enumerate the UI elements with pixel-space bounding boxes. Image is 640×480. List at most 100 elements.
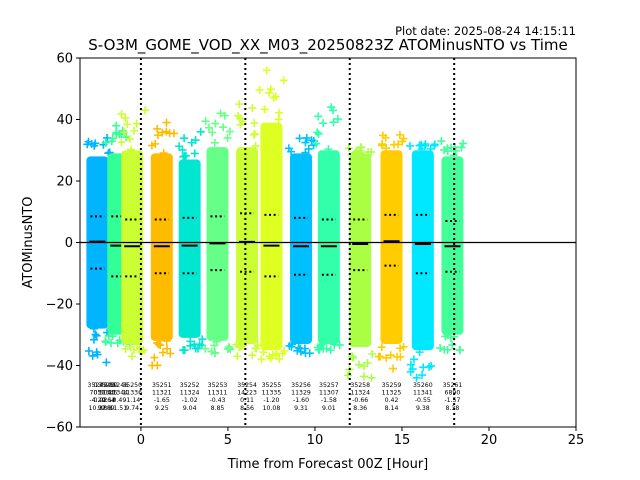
data-point bbox=[367, 147, 376, 156]
data-group-35254 bbox=[232, 100, 262, 361]
data-point bbox=[314, 129, 323, 138]
data-point bbox=[301, 349, 310, 358]
data-point bbox=[374, 352, 383, 361]
plot-date: Plot date: 2025-08-24 14:15:11 bbox=[395, 24, 576, 38]
data-point bbox=[441, 332, 450, 341]
stat-line: 11344 bbox=[108, 390, 128, 397]
data-point bbox=[210, 138, 219, 147]
data-point bbox=[239, 341, 248, 350]
group-stat-label: 35258 11324 -0.66 8.36 bbox=[350, 382, 370, 412]
data-point bbox=[249, 130, 258, 139]
data-point bbox=[101, 138, 110, 147]
data-group-35258 bbox=[344, 143, 377, 382]
stat-line: 35259 bbox=[382, 382, 402, 389]
stat-line: 11345 bbox=[98, 390, 118, 397]
data-point bbox=[440, 145, 449, 154]
data-point bbox=[313, 128, 322, 137]
data-point bbox=[125, 134, 134, 143]
data-point bbox=[349, 353, 358, 362]
data-point bbox=[236, 120, 245, 129]
stat-line: 0.7949 bbox=[94, 382, 116, 389]
group-stat-label: 35247 7050 -4.29 10.37 bbox=[88, 382, 108, 412]
data-point bbox=[166, 349, 175, 358]
data-point bbox=[108, 134, 117, 143]
stat-line: -0.66 bbox=[352, 397, 368, 404]
data-point bbox=[408, 365, 417, 374]
stat-line: 8.14 bbox=[385, 405, 399, 412]
point-cloud bbox=[411, 150, 434, 351]
data-point bbox=[266, 85, 275, 94]
stat-line: 8.85 bbox=[211, 405, 225, 412]
data-point bbox=[130, 126, 139, 135]
data-group-35252 bbox=[175, 127, 207, 355]
data-point bbox=[117, 138, 126, 147]
group-stat-label: 35251 11321 -1.65 9.25 bbox=[152, 382, 172, 412]
data-point bbox=[333, 115, 342, 124]
x-axis-ticks: 0 5 10 15 20 25 bbox=[137, 427, 584, 448]
data-point bbox=[326, 346, 335, 355]
data-point bbox=[389, 364, 398, 373]
data-point bbox=[418, 371, 427, 380]
data-point bbox=[378, 140, 387, 149]
data-point bbox=[319, 119, 328, 128]
stat-line: 8.38 bbox=[446, 405, 460, 412]
stat-line: 0.5045 bbox=[94, 390, 116, 397]
data-point bbox=[382, 353, 391, 362]
data-point bbox=[225, 127, 234, 136]
data-point bbox=[154, 340, 163, 349]
group-stat-label: 35259 11325 0.42 8.14 bbox=[382, 382, 402, 412]
data-point bbox=[219, 123, 228, 132]
point-cloud bbox=[260, 122, 283, 351]
data-point bbox=[162, 118, 171, 127]
data-point bbox=[302, 133, 311, 142]
stat-line: 9.31 bbox=[294, 405, 308, 412]
data-point bbox=[92, 331, 101, 340]
data-point bbox=[163, 344, 172, 353]
stat-line: 11329 bbox=[291, 390, 311, 397]
data-point bbox=[121, 344, 130, 353]
data-point bbox=[235, 100, 244, 109]
stat-line: 14223 bbox=[237, 390, 257, 397]
data-point bbox=[248, 351, 257, 360]
data-point bbox=[357, 143, 366, 152]
stat-line: 35248 bbox=[108, 382, 128, 389]
data-group-35251 bbox=[147, 118, 179, 370]
stat-line: 35252 bbox=[180, 382, 200, 389]
data-point bbox=[443, 147, 452, 156]
stat-line: -0.43 bbox=[209, 397, 225, 404]
data-point bbox=[93, 350, 102, 359]
data-point bbox=[368, 350, 377, 359]
data-point bbox=[449, 151, 458, 160]
data-point bbox=[301, 148, 310, 157]
data-point bbox=[394, 140, 403, 149]
data-point bbox=[162, 336, 171, 345]
data-point bbox=[90, 141, 99, 150]
data-point bbox=[415, 141, 424, 150]
data-point bbox=[190, 340, 199, 349]
data-point bbox=[355, 148, 364, 157]
data-point bbox=[265, 88, 274, 97]
data-group-35255 bbox=[255, 66, 289, 364]
data-point bbox=[210, 348, 219, 357]
stat-line: -1.57 bbox=[444, 397, 460, 404]
data-point bbox=[108, 332, 117, 341]
data-point bbox=[322, 344, 331, 353]
data-point bbox=[415, 348, 424, 357]
data-point bbox=[406, 360, 415, 369]
stat-line: -1.65 bbox=[154, 397, 170, 404]
y-tick-label: 60 bbox=[56, 52, 73, 67]
data-point bbox=[329, 118, 338, 127]
point-cloud bbox=[290, 153, 313, 344]
stat-line: 35247 bbox=[88, 382, 108, 389]
data-point bbox=[451, 146, 460, 155]
data-point bbox=[255, 85, 264, 94]
data-point bbox=[259, 348, 268, 357]
data-point bbox=[233, 352, 242, 361]
stat-line: -4.29 bbox=[89, 397, 105, 404]
data-point bbox=[191, 136, 200, 145]
data-point bbox=[226, 345, 235, 354]
stat-line: -1.14 bbox=[124, 397, 140, 404]
data-point bbox=[377, 343, 386, 352]
stat-line: -0.55 bbox=[415, 397, 431, 404]
